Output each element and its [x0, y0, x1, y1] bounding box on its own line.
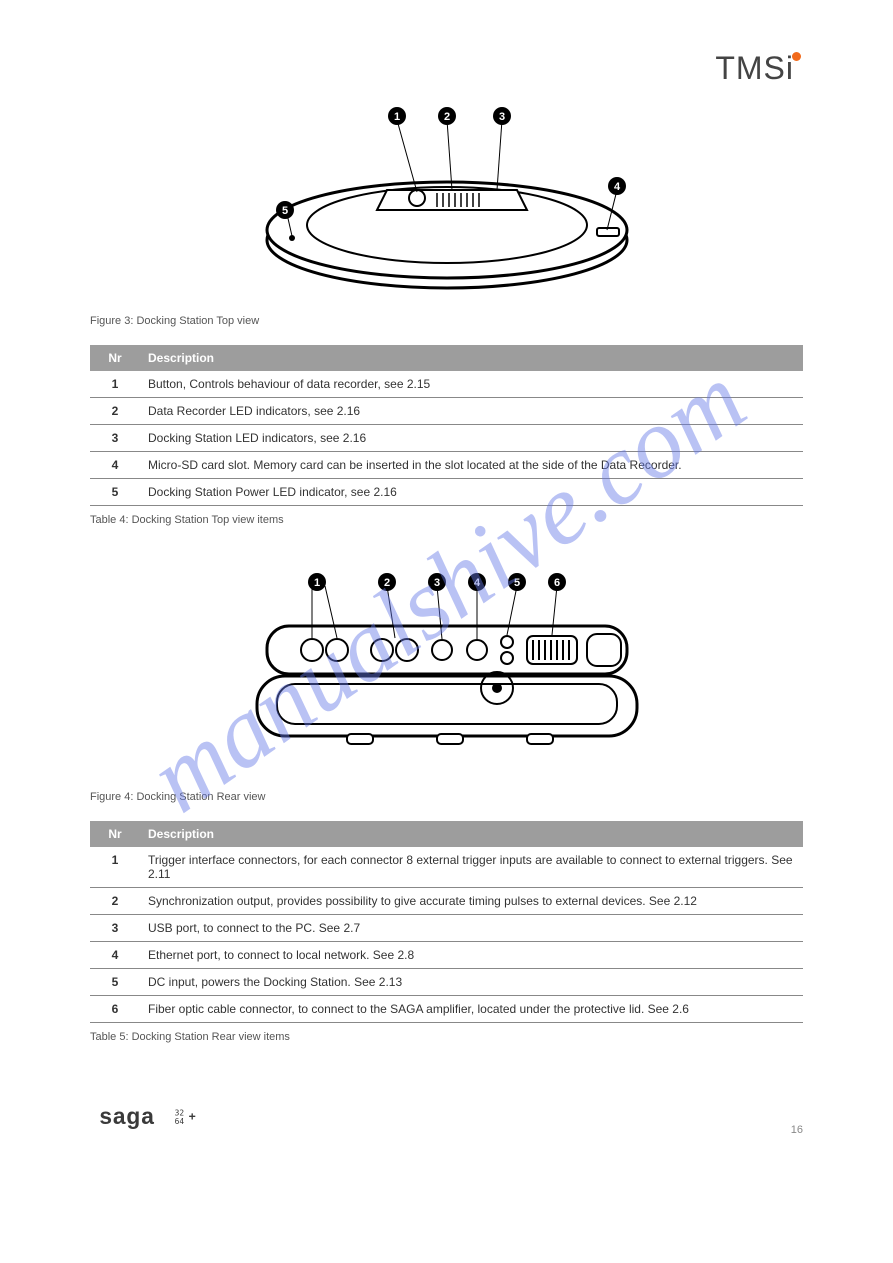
- figure-4: 1 2 3 4 5 6: [90, 556, 803, 781]
- figure-3-caption: Figure 3: Docking Station Top view: [90, 315, 803, 327]
- fig4-label-3: 3: [433, 577, 439, 589]
- svg-text:32: 32: [175, 1108, 185, 1117]
- docking-station-rear-svg: 1 2 3 4 5 6: [217, 556, 677, 776]
- figure-4-caption: Figure 4: Docking Station Rear view: [90, 791, 803, 803]
- svg-text:64: 64: [175, 1117, 185, 1126]
- table-row: 1Trigger interface connectors, for each …: [90, 847, 803, 888]
- docking-station-top-svg: 1 2 3 4 5: [237, 90, 657, 300]
- tbl5-header-desc: Description: [140, 821, 803, 847]
- svg-text:saga: saga: [99, 1103, 154, 1129]
- table-row: 1Button, Controls behaviour of data reco…: [90, 371, 803, 398]
- figure-3: 1 2 3 4 5: [90, 90, 803, 305]
- table-row: 3USB port, to connect to the PC. See 2.7: [90, 915, 803, 942]
- fig3-label-5: 5: [281, 205, 287, 217]
- table-row: 5Docking Station Power LED indicator, se…: [90, 479, 803, 506]
- fig4-label-4: 4: [473, 577, 480, 589]
- table-5: Nr Description 1Trigger interface connec…: [90, 821, 803, 1023]
- table-row: 6Fiber optic cable connector, to connect…: [90, 996, 803, 1023]
- brand-dot-icon: [792, 52, 801, 61]
- table-row: 2Data Recorder LED indicators, see 2.16: [90, 398, 803, 425]
- fig3-label-1: 1: [393, 111, 399, 123]
- tbl5-header-nr: Nr: [90, 821, 140, 847]
- fig3-label-2: 2: [443, 111, 449, 123]
- table-row: 5DC input, powers the Docking Station. S…: [90, 969, 803, 996]
- fig3-label-4: 4: [613, 181, 620, 193]
- fig4-label-5: 5: [513, 577, 519, 589]
- table-4-caption: Table 4: Docking Station Top view items: [90, 514, 803, 526]
- fig4-label-1: 1: [313, 577, 319, 589]
- table-4: Nr Description 1Button, Controls behavio…: [90, 345, 803, 506]
- brand-text: TMSi: [715, 50, 794, 86]
- table-row: 3Docking Station LED indicators, see 2.1…: [90, 425, 803, 452]
- fig4-label-6: 6: [553, 577, 559, 589]
- footer-logo: saga 32 64 +: [90, 1103, 803, 1136]
- table-row: 2Synchronization output, provides possib…: [90, 888, 803, 915]
- table-row: 4Micro-SD card slot. Memory card can be …: [90, 452, 803, 479]
- saga-logo-icon: saga 32 64 +: [90, 1103, 240, 1131]
- tbl4-header-nr: Nr: [90, 345, 140, 371]
- page-number: 16: [791, 1124, 803, 1136]
- fig4-label-2: 2: [383, 577, 389, 589]
- tbl4-header-desc: Description: [140, 345, 803, 371]
- fig3-label-3: 3: [498, 111, 504, 123]
- svg-text:+: +: [189, 1110, 196, 1124]
- table-5-caption: Table 5: Docking Station Rear view items: [90, 1031, 803, 1043]
- brand-logo-top: TMSi: [715, 50, 803, 87]
- table-row: 4Ethernet port, to connect to local netw…: [90, 942, 803, 969]
